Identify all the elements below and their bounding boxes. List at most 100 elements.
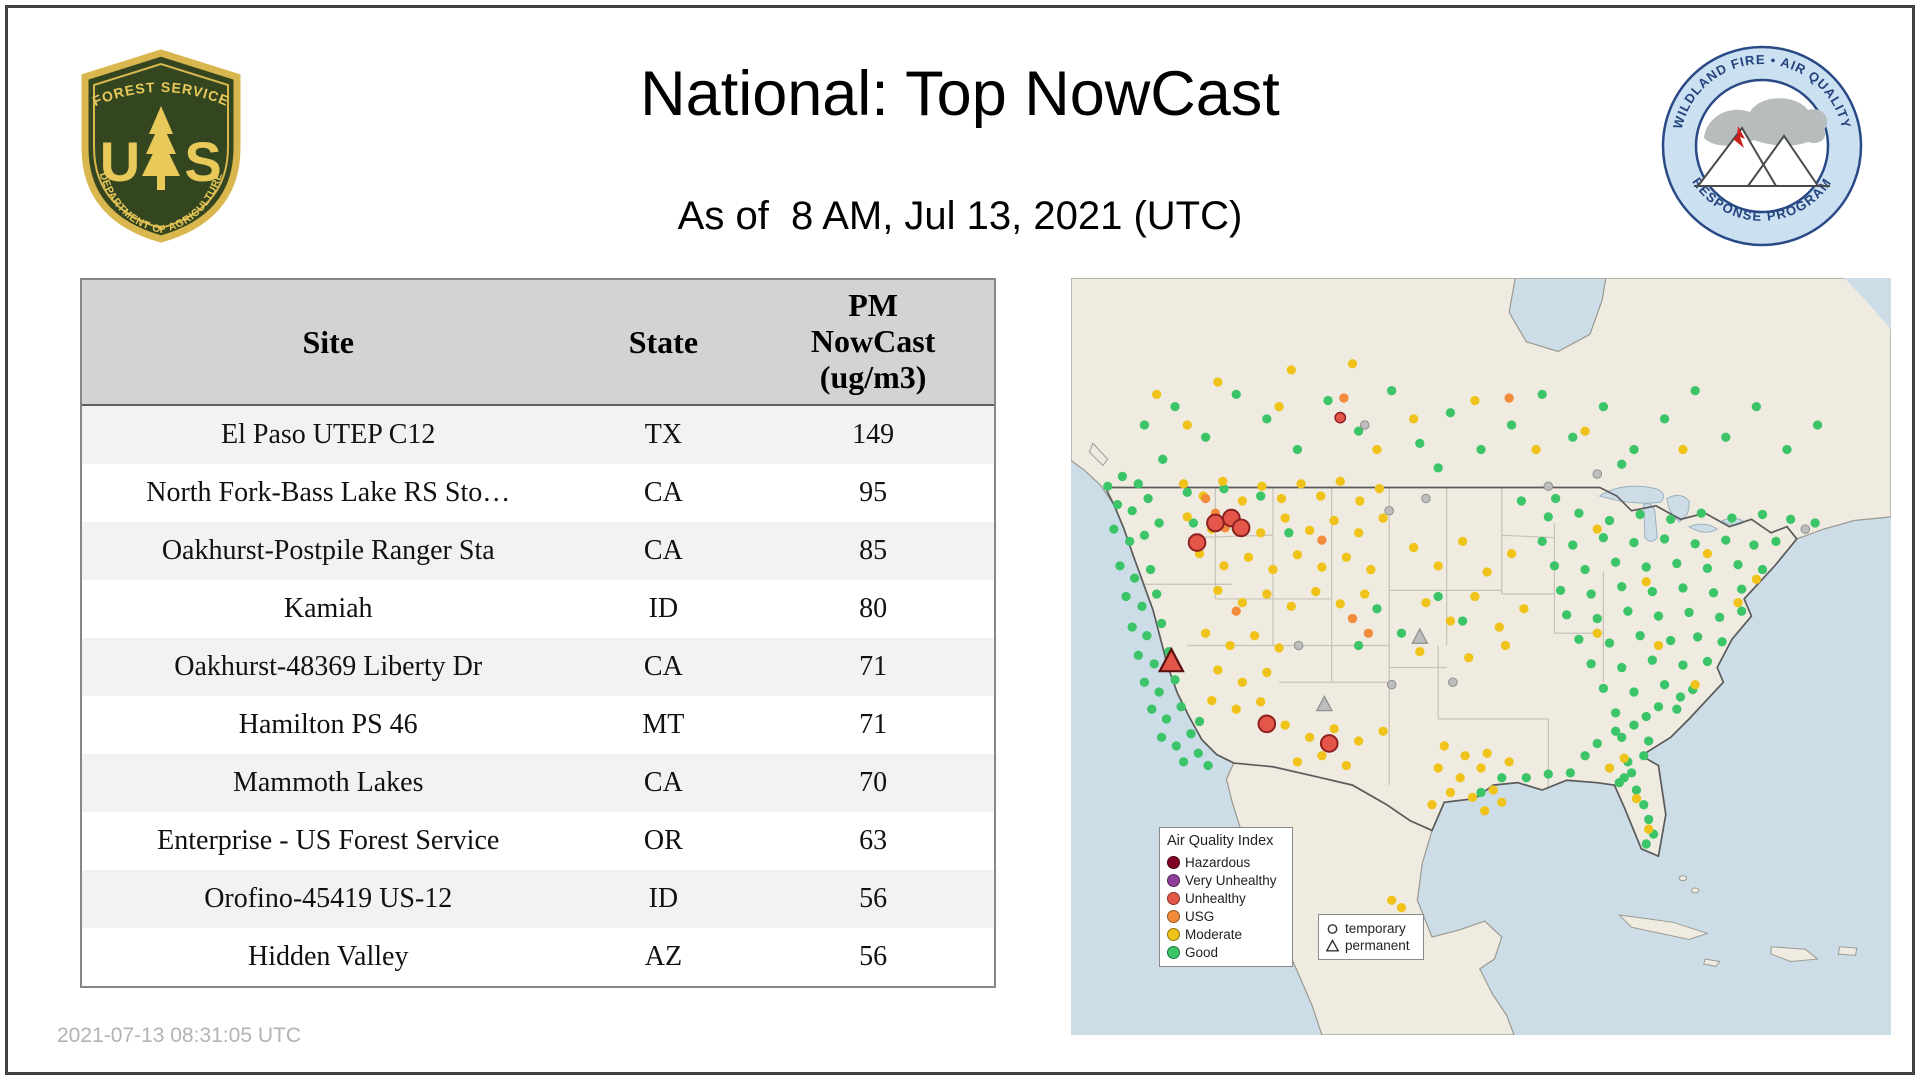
monitor-dot-good <box>1617 582 1627 592</box>
table-row: North Fork-Bass Lake RS Sto… CA 95 <box>82 464 994 522</box>
cell-state: ID <box>648 883 679 914</box>
monitor-dot-good <box>1635 509 1645 520</box>
monitor-dot-good <box>1604 638 1615 648</box>
monitor-dot-moderate <box>1257 481 1267 491</box>
monitor-dot-good <box>1176 702 1186 712</box>
cell-site: Mammoth Lakes <box>232 767 424 798</box>
monitor-dot-moderate <box>1353 736 1364 746</box>
table-row: Mammoth Lakes CA 70 <box>82 754 994 812</box>
cell-pm: 63 <box>859 825 888 856</box>
monitor-dot-good <box>1586 589 1596 599</box>
monitor-dot-good <box>1143 493 1153 504</box>
table-row: Hidden Valley AZ 56 <box>82 928 994 986</box>
cell-pm: 85 <box>859 535 888 566</box>
aqi-item-label: Hazardous <box>1185 854 1251 870</box>
monitor-dot-good <box>1121 591 1131 602</box>
monitor-dot-moderate <box>1366 564 1376 575</box>
cell-site: Enterprise - US Forest Service <box>157 825 500 856</box>
aqi-color-swatch <box>1167 945 1180 959</box>
state-lines <box>1144 487 1604 791</box>
monitor-dot-good <box>1156 732 1167 742</box>
monitor-dot-good <box>1629 687 1639 697</box>
monitor-dot-good <box>1598 401 1609 412</box>
monitor-dot-good <box>1521 773 1531 783</box>
monitor-dot-good <box>1580 564 1590 575</box>
cell-pm: 71 <box>859 709 888 740</box>
monitor-dot-moderate <box>1353 528 1364 538</box>
monitor-dot-good <box>1641 839 1651 849</box>
aqi-item-label: Moderate <box>1185 926 1243 942</box>
monitor-dot-unhealthy <box>1206 513 1225 533</box>
monitor-dot-good <box>1537 536 1547 547</box>
table-row: Oakhurst-48369 Liberty Dr CA 71 <box>82 638 994 696</box>
monitor-dot-good <box>1445 408 1456 418</box>
monitor-dot-good <box>1639 751 1649 761</box>
shield-inner-border <box>93 62 229 230</box>
monitor-dot-good <box>1810 518 1820 528</box>
monitor-dot-moderate <box>1292 757 1303 767</box>
monitor-dot-moderate <box>1387 895 1397 905</box>
monitor-dot-moderate <box>1280 720 1290 730</box>
aqi-item-label: Good <box>1185 944 1219 960</box>
monitor-dot-good <box>1598 533 1609 543</box>
monitor-dot-good <box>1715 612 1725 622</box>
fs-letter-s: S <box>184 130 221 193</box>
shape-legend-item: permanent <box>1326 937 1416 954</box>
monitor-dot-good <box>1641 711 1651 722</box>
northeast-water <box>1844 278 1891 330</box>
pine-tree-icon <box>142 106 180 190</box>
monitor-dot-moderate <box>1421 597 1431 608</box>
monitor-dot-good <box>1757 564 1768 575</box>
monitor-dot-moderate <box>1604 763 1615 773</box>
monitor-dots-layer <box>1103 359 1823 913</box>
cell-state: CA <box>643 477 683 508</box>
aqi-legend-title: Air Quality Index <box>1167 833 1274 849</box>
monitor-dot-unhealthy <box>1257 714 1277 734</box>
cell-pm: 70 <box>859 767 888 798</box>
monitor-dot-good <box>1737 584 1747 594</box>
monitor-dot-good <box>1684 607 1694 618</box>
monitor-dot-good <box>1142 631 1152 641</box>
monitor-dot-good <box>1580 751 1590 761</box>
column-header-state: State <box>628 323 699 360</box>
monitor-dot-good <box>1653 702 1664 712</box>
cell-site: Oakhurst-Postpile Ranger Sta <box>161 535 495 566</box>
monitor-dot-moderate <box>1355 496 1365 506</box>
monitor-dot-good <box>1186 729 1196 739</box>
monitor-dot-moderate <box>1225 640 1235 651</box>
monitor-dot-good <box>1262 414 1272 424</box>
monitor-dot-moderate <box>1237 496 1247 506</box>
monitor-dot-good <box>1617 662 1627 673</box>
airfire-logo-icon: WILDLAND FIRE • AIR QUALITY RESPONSE PRO… <box>1661 45 1863 247</box>
monitor-dot-moderate <box>1457 536 1468 547</box>
islands <box>1088 442 1858 967</box>
monitor-dot-good <box>1161 714 1172 724</box>
monitor-triangle-nodata <box>1315 694 1333 712</box>
monitor-dot-good <box>1782 444 1792 455</box>
triangle-marker-icon <box>1326 939 1339 952</box>
monitor-dot-moderate <box>1494 622 1505 632</box>
monitor-dot-moderate <box>1262 589 1272 599</box>
monitor-dot-good <box>1457 616 1468 626</box>
monitor-triangle-nodata <box>1411 627 1429 644</box>
great-lakes <box>1598 485 1745 542</box>
monitor-dot-good <box>1592 613 1602 624</box>
monitor-dot-good <box>1506 420 1517 430</box>
cell-pm: 80 <box>859 593 888 624</box>
monitor-dot-good <box>1617 732 1627 742</box>
cell-pm: 95 <box>859 477 888 508</box>
aqi-color-swatch <box>1167 927 1180 941</box>
flame-icon <box>1733 126 1745 148</box>
monitor-dot-moderate <box>1409 542 1419 553</box>
monitor-dot-moderate <box>1213 665 1223 675</box>
monitor-dot-moderate <box>1751 574 1762 584</box>
monitor-dot-good <box>1678 660 1688 670</box>
aqi-legend-item: Very Unhealthy <box>1167 871 1285 889</box>
monitor-dot-good <box>1551 493 1561 504</box>
monitor-dot-moderate <box>1500 640 1511 651</box>
monitor-dot-moderate <box>1317 751 1327 761</box>
monitor-dot-good <box>1696 508 1706 518</box>
monitor-dot-moderate <box>1519 604 1529 614</box>
shape-item-label: temporary <box>1345 921 1406 936</box>
monitor-dot-good <box>1568 432 1578 442</box>
